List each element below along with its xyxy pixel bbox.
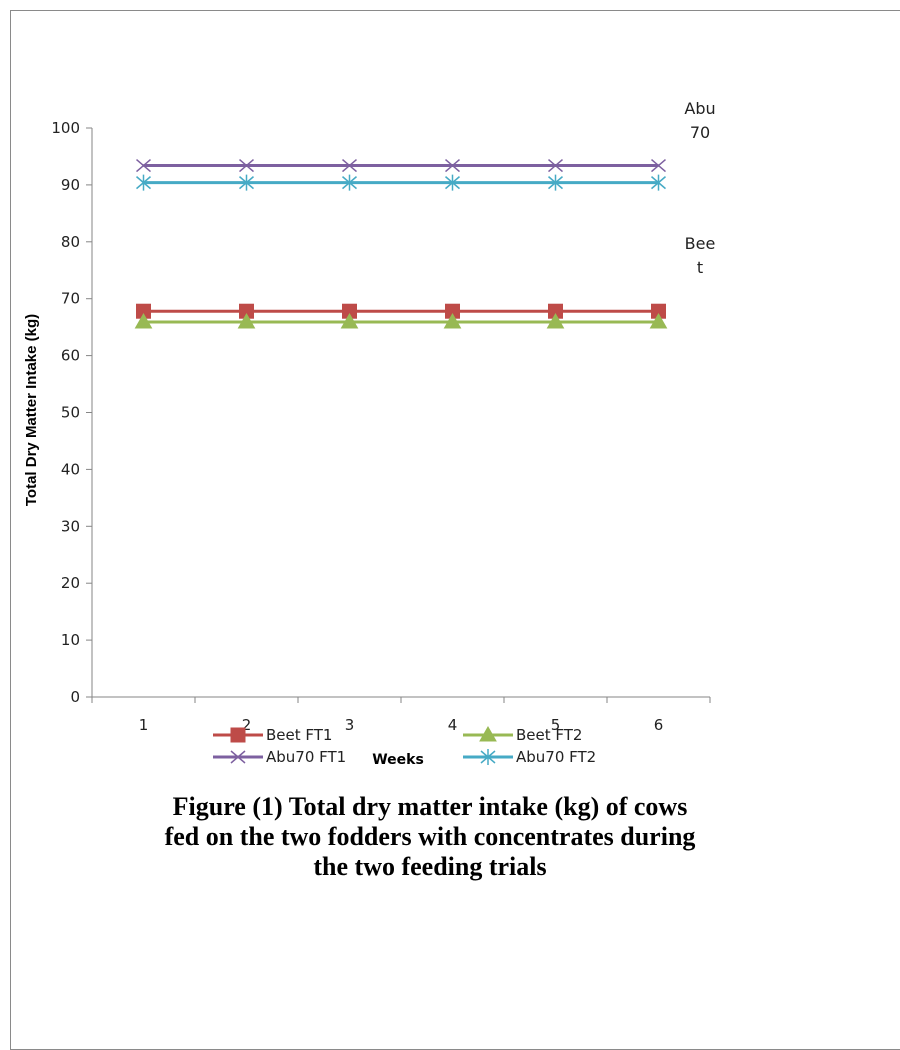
legend-marker xyxy=(230,750,246,764)
data-point xyxy=(548,158,563,173)
series-layer xyxy=(134,158,668,329)
caption-line-2: fed on the two fodders with concentrates… xyxy=(164,822,696,851)
series-beet-ft1 xyxy=(136,303,666,319)
y-tick-label: 50 xyxy=(61,404,80,422)
series-abu70-ft1 xyxy=(136,158,666,173)
line-chart: 0 10 20 30 40 50 60 70 80 90 100 1 2 3 4 5 6 Total Dry M… xyxy=(23,99,716,768)
legend-marker xyxy=(230,727,246,743)
data-point xyxy=(546,313,565,329)
legend-label: Beet FT1 xyxy=(266,726,332,744)
y-tick-label: 0 xyxy=(70,688,80,706)
data-point xyxy=(342,158,357,173)
data-point xyxy=(651,158,666,173)
legend: Beet FT1 Beet FT2 Abu70 FT1 Abu70 FT2 xyxy=(213,725,596,766)
y-tick-label: 80 xyxy=(61,233,80,251)
legend-marker xyxy=(479,725,497,742)
data-point xyxy=(651,174,666,191)
annotation-beet: Bee t xyxy=(685,234,716,277)
legend-label: Abu70 FT1 xyxy=(266,748,346,766)
axes: 0 10 20 30 40 50 60 70 80 90 100 1 2 3 4 5 6 xyxy=(51,119,711,734)
data-point xyxy=(340,313,359,329)
data-point xyxy=(342,174,357,191)
y-tick-label: 60 xyxy=(61,347,80,365)
annotation-beet-line1: Bee xyxy=(685,234,716,253)
y-tick-label: 100 xyxy=(51,119,80,137)
x-tick-label: 4 xyxy=(448,716,458,734)
data-point xyxy=(445,158,460,173)
y-tick-label: 10 xyxy=(61,631,80,649)
legend-label: Beet FT2 xyxy=(516,726,582,744)
x-tick-label: 1 xyxy=(139,716,149,734)
legend-item: Beet FT2 xyxy=(463,725,582,744)
y-tick-label: 20 xyxy=(61,574,80,592)
legend-item: Beet FT1 xyxy=(213,726,332,744)
x-tick-label: 2 xyxy=(242,716,252,734)
legend-item: Abu70 FT1 xyxy=(213,748,346,766)
data-point xyxy=(445,174,460,191)
annotation-abu70-line2: 70 xyxy=(690,123,710,142)
x-tick-label: 6 xyxy=(654,716,664,734)
data-point xyxy=(239,174,254,191)
legend-label: Abu70 FT2 xyxy=(516,748,596,766)
caption-line-1: Figure (1) Total dry matter intake (kg) … xyxy=(172,792,688,821)
y-tick-label: 90 xyxy=(61,176,80,194)
annotation-abu70: Abu 70 xyxy=(684,99,715,142)
data-point xyxy=(237,313,256,329)
y-tick-label: 70 xyxy=(61,290,80,308)
legend-marker xyxy=(480,749,496,765)
series-beet-ft2 xyxy=(134,313,668,329)
annotation-abu70-line1: Abu xyxy=(684,99,715,118)
caption-line-3: the two feeding trials xyxy=(313,852,547,881)
data-point xyxy=(239,158,254,173)
data-point xyxy=(134,313,153,329)
series-abu70-ft2 xyxy=(136,174,666,191)
legend-item: Abu70 FT2 xyxy=(463,748,596,766)
data-point xyxy=(443,313,462,329)
data-point xyxy=(649,313,668,329)
y-tick-label: 40 xyxy=(61,460,80,478)
y-tick-label: 30 xyxy=(61,517,80,535)
data-point xyxy=(548,174,563,191)
x-tick-label: 3 xyxy=(345,716,355,734)
x-tick-label: 5 xyxy=(551,716,561,734)
x-axis-label: Weeks xyxy=(372,752,424,768)
figure-caption: Figure (1) Total dry matter intake (kg) … xyxy=(60,792,800,882)
y-axis-label: Total Dry Matter Intake (kg) xyxy=(23,314,40,506)
data-point xyxy=(136,174,151,191)
annotation-beet-line2: t xyxy=(697,258,703,277)
data-point xyxy=(136,158,151,173)
